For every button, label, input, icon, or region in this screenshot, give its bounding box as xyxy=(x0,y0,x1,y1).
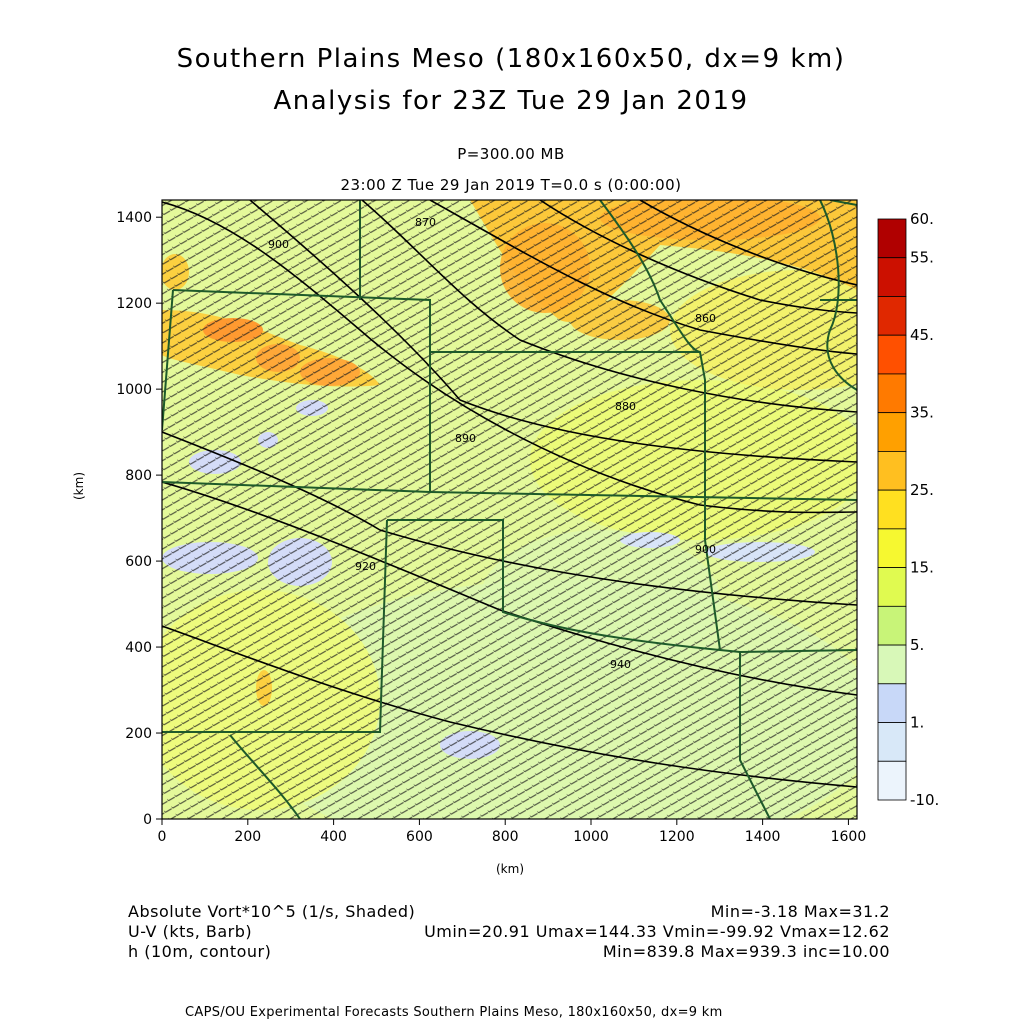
x-tick-label: 200 xyxy=(234,829,261,845)
colorbar-swatch xyxy=(877,683,907,723)
colorbar-swatch xyxy=(877,334,907,375)
colorbar-swatch xyxy=(877,567,907,607)
footer-credit: CAPS/OU Experimental Forecasts Southern … xyxy=(185,1005,723,1020)
y-tick-label: 800 xyxy=(125,468,152,484)
contour-920 xyxy=(162,481,857,696)
colorbar-swatch xyxy=(877,218,907,259)
colorbar-label: 15. xyxy=(910,559,934,577)
legend-field1-name: Absolute Vort*10^5 (1/s, Shaded) xyxy=(128,902,416,921)
x-tick-label: 1200 xyxy=(659,829,695,845)
contour-label: 900 xyxy=(268,238,289,251)
y-tick-label: 0 xyxy=(143,812,152,828)
vorticity-shading xyxy=(162,200,857,819)
colorbar-label: 25. xyxy=(910,481,934,499)
colorbar-label: 60. xyxy=(910,210,934,228)
colorbar-label: 5. xyxy=(910,636,924,654)
y-tick-label: 600 xyxy=(125,554,152,570)
contour-860 xyxy=(539,200,857,314)
colorbar-swatch xyxy=(877,605,907,646)
valid-time: 23:00 Z Tue 29 Jan 2019 T=0.0 s (0:00:00… xyxy=(340,176,682,194)
colorbar-label: -10. xyxy=(910,791,939,809)
contour-label-group: 940 920 900 890 880 900 870 860 xyxy=(268,216,716,671)
contour-label: 860 xyxy=(695,312,716,325)
axis-ticks: 0 200 400 600 800 1000 1200 1400 1600 0 200 400 600 8… xyxy=(116,210,866,845)
colorbar-swatch xyxy=(877,722,907,762)
contour-label: 940 xyxy=(610,658,631,671)
x-axis-label: (km) xyxy=(496,862,525,876)
contour-890 xyxy=(249,200,857,463)
contour-900 xyxy=(162,201,857,514)
colorbar-swatch xyxy=(877,528,907,568)
colorbar-swatch xyxy=(877,373,907,414)
legend-field1-stats: Min=-3.18 Max=31.2 xyxy=(710,902,890,921)
colorbar-swatch xyxy=(877,412,907,452)
y-tick-label: 1400 xyxy=(116,210,152,226)
x-tick-label: 1600 xyxy=(831,829,867,845)
y-tick-label: 1200 xyxy=(116,296,152,312)
title-line2: Analysis for 23Z Tue 29 Jan 2019 xyxy=(273,86,749,116)
colorbar-swatch xyxy=(877,489,907,530)
colorbar-label: 55. xyxy=(910,249,934,267)
legend-field3-stats: Min=839.8 Max=939.3 inc=10.00 xyxy=(602,942,890,961)
contour-910 xyxy=(162,431,857,606)
colorbar-label: 1. xyxy=(910,714,924,732)
legend-field2-stats: Umin=20.91 Umax=144.33 Vmin=-99.92 Vmax=… xyxy=(424,922,890,941)
colorbar-swatch xyxy=(877,257,907,297)
colorbar-label: 45. xyxy=(910,326,934,344)
x-tick-label: 800 xyxy=(492,829,519,845)
state-borders xyxy=(162,200,857,819)
y-tick-label: 400 xyxy=(125,640,152,656)
x-tick-label: 400 xyxy=(320,829,347,845)
y-tick-label: 200 xyxy=(125,726,152,742)
x-tick-label: 1000 xyxy=(573,829,609,845)
x-tick-label: 0 xyxy=(158,829,167,845)
contour-940 xyxy=(162,625,857,788)
contour-880 xyxy=(361,200,857,413)
contour-850 xyxy=(639,200,857,286)
colorbar-swatch xyxy=(877,296,907,336)
colorbar-swatch xyxy=(877,760,907,801)
y-axis-label: (km) xyxy=(72,471,86,500)
height-contours xyxy=(162,200,857,788)
contour-label: 890 xyxy=(455,432,476,445)
title-line1: Southern Plains Meso (180x160x50, dx=9 k… xyxy=(176,44,846,74)
contour-label: 870 xyxy=(415,216,436,229)
colorbar-swatch xyxy=(877,450,907,491)
x-tick-label: 1400 xyxy=(745,829,781,845)
colorbar-swatch xyxy=(877,644,907,685)
contour-label: 900 xyxy=(695,543,716,556)
colorbar-label: 35. xyxy=(910,404,934,422)
pressure-level: P=300.00 MB xyxy=(457,145,565,163)
x-tick-label: 600 xyxy=(406,829,433,845)
legend-field3-name: h (10m, contour) xyxy=(128,942,272,961)
legend-field2-name: U-V (kts, Barb) xyxy=(128,922,253,941)
y-tick-label: 1000 xyxy=(116,382,152,398)
contour-label: 880 xyxy=(615,400,636,413)
plot-frame xyxy=(161,199,858,820)
colorbar: 60. 55. 45. 35. 25. 15. 5. 1. -10. xyxy=(877,210,939,809)
contour-label: 920 xyxy=(355,560,376,573)
